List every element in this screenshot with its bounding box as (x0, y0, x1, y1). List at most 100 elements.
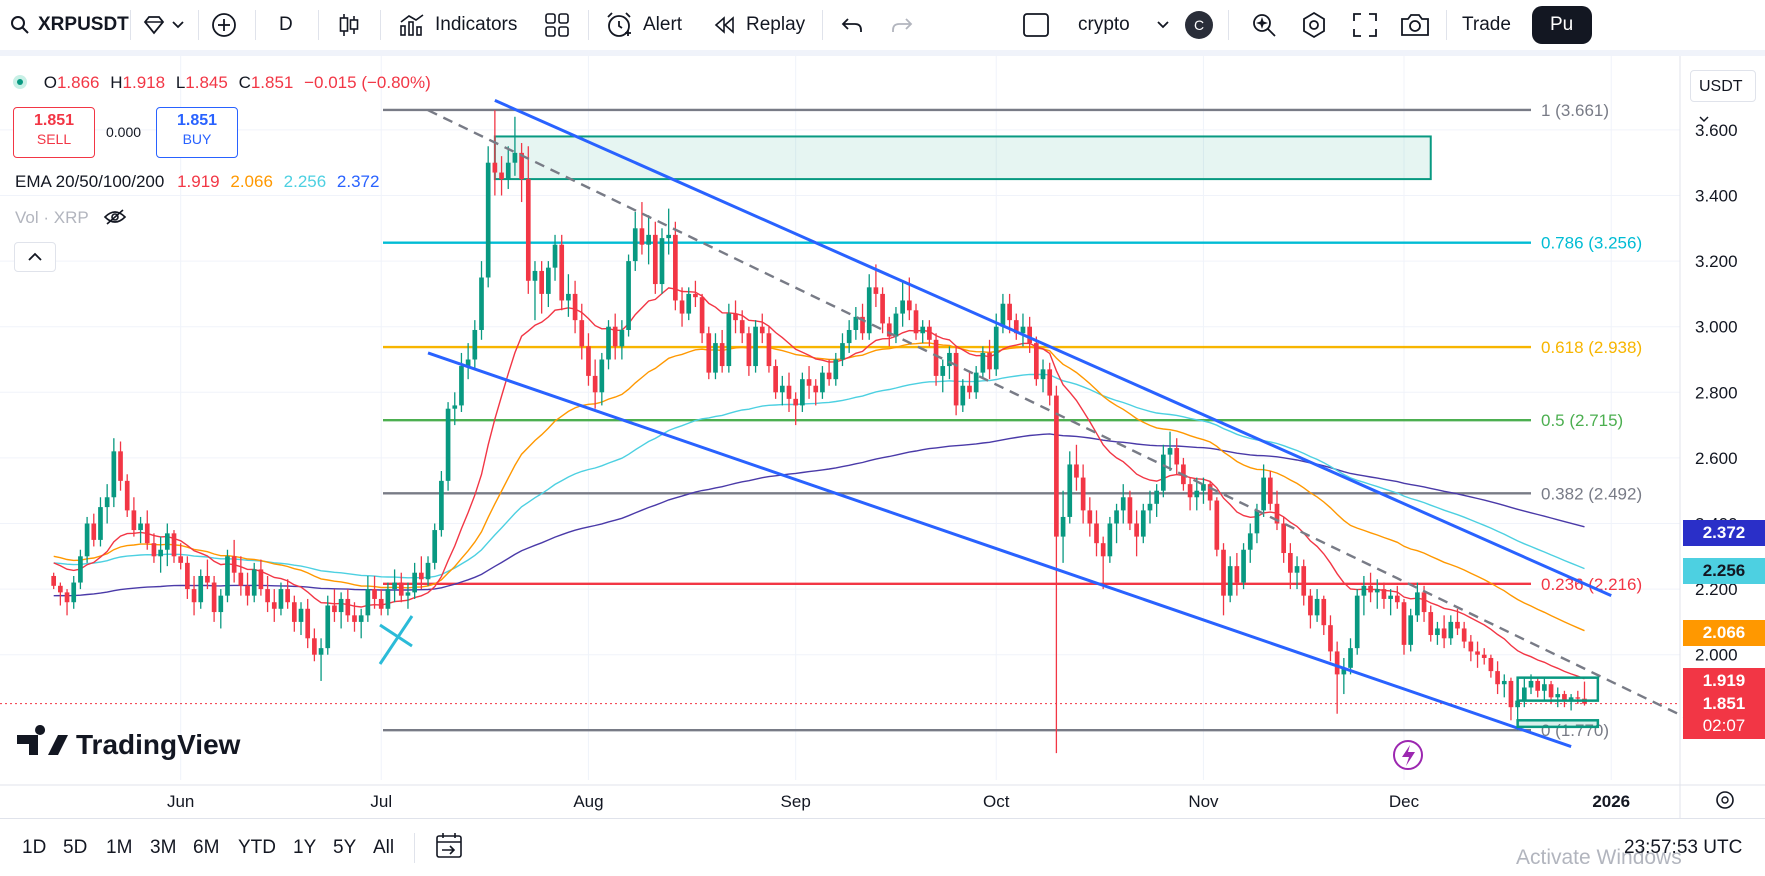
candle-body (225, 556, 230, 596)
candle-body (719, 343, 725, 367)
candle-body (1415, 592, 1420, 616)
sell-button[interactable]: 1.851 SELL (13, 107, 95, 158)
layout-toggle-button[interactable] (1022, 0, 1050, 50)
candle-body (960, 385, 966, 406)
candle-body (1448, 621, 1454, 639)
alert-button[interactable]: Alert (605, 0, 682, 50)
volume-legend[interactable]: Vol · XRP (15, 208, 127, 228)
candle-body (285, 589, 290, 603)
candle-body (659, 238, 665, 285)
range-button-6m[interactable]: 6M (193, 837, 220, 858)
alert-label: Alert (643, 14, 683, 35)
layout-name-button[interactable]: crypto (1078, 0, 1130, 50)
candle-body (64, 592, 70, 603)
candle-body (1000, 303, 1006, 327)
indicators-label: Indicators (435, 14, 518, 35)
buy-button[interactable]: 1.851 BUY (156, 107, 238, 158)
candle-body (947, 352, 952, 367)
candle-body (539, 270, 545, 294)
candle-body (733, 313, 738, 321)
candle-body (1481, 654, 1487, 658)
publish-button[interactable]: Pu (1532, 0, 1592, 50)
candle-body (1468, 641, 1474, 652)
tradingview-logo-icon (48, 735, 68, 755)
redo-button[interactable] (890, 0, 914, 50)
replay-button[interactable]: Replay (712, 0, 805, 50)
fullscreen-button[interactable] (1352, 0, 1378, 50)
candle-body (231, 556, 237, 573)
candle-body (485, 162, 491, 278)
eye-off-icon[interactable] (103, 208, 127, 227)
candle-body (546, 267, 551, 294)
candle-body (1521, 687, 1527, 701)
candle-body (806, 379, 812, 386)
range-button-1m[interactable]: 1M (106, 837, 133, 858)
interval-button[interactable]: D (279, 0, 293, 50)
undo-button[interactable] (840, 0, 864, 50)
candle-body (1267, 477, 1273, 504)
candle-body (1281, 523, 1287, 554)
ema-legend[interactable]: EMA 20/50/100/200 1.919 2.066 2.256 2.37… (15, 172, 379, 192)
quick-search-button[interactable] (1250, 0, 1278, 50)
range-button-5y[interactable]: 5Y (333, 837, 357, 858)
candle-body (1501, 680, 1507, 685)
indicators-button[interactable]: Indicators (399, 0, 517, 50)
clock[interactable]: 23:57:53 UTC (1624, 837, 1743, 858)
candle-body (1087, 510, 1093, 524)
replay-label: Replay (746, 14, 806, 35)
candle-body (980, 352, 986, 373)
layout-menu-button[interactable] (1157, 0, 1169, 50)
x-tick-label: Oct (983, 792, 1010, 811)
price-chart[interactable]: 1 (3.661) 0.786 (3.256) 0.618 (2.938) 0.5 (… (0, 56, 1765, 818)
diamond-icon (142, 15, 166, 35)
templates-button[interactable] (544, 0, 570, 50)
range-button-ytd[interactable]: YTD (238, 837, 276, 858)
trade-button[interactable]: Trade (1462, 0, 1511, 50)
snapshot-button[interactable] (1400, 0, 1430, 50)
add-symbol-button[interactable] (211, 0, 237, 50)
currency-label: USDT (1699, 78, 1743, 95)
range-button-1d[interactable]: 1D (22, 837, 47, 858)
range-button-1y[interactable]: 1Y (293, 837, 317, 858)
range-button-5d[interactable]: 5D (63, 837, 88, 858)
candle-body (927, 326, 932, 340)
grid (0, 56, 1680, 780)
chart-type-button[interactable] (337, 0, 361, 50)
collapse-legend-button[interactable] (14, 242, 56, 272)
open-label: O (43, 73, 57, 92)
candle-body (552, 244, 558, 268)
candle-body (312, 638, 317, 655)
candle-body (305, 608, 311, 639)
candle-body (619, 329, 625, 347)
symbol-search[interactable]: XRPUSDT (10, 0, 129, 50)
compare-symbols-button[interactable] (142, 0, 184, 50)
candle-body (392, 582, 397, 590)
candle-body (205, 575, 210, 583)
close-value: 1.851 (250, 73, 294, 92)
candle-body (1234, 566, 1240, 583)
divider (1228, 10, 1229, 40)
candle-body (198, 575, 204, 603)
avatar[interactable]: C (1185, 0, 1213, 50)
currency-selector[interactable]: USDT (1690, 70, 1756, 123)
range-button-all[interactable]: All (373, 837, 395, 858)
candle-body (1120, 497, 1126, 511)
y-tick-label: 2.000 (1695, 646, 1738, 665)
publish-label: Pu (1532, 6, 1592, 44)
gear-icon (1716, 791, 1734, 809)
candle-body (164, 533, 170, 550)
change-value: −0.015 (−0.80%) (304, 73, 431, 92)
go-to-date-button[interactable] (434, 831, 464, 866)
range-button-3m[interactable]: 3M (150, 837, 177, 858)
gear-icon (1721, 796, 1729, 804)
settings-button[interactable] (1300, 0, 1328, 50)
y-tick-label: 3.200 (1695, 252, 1738, 271)
candle-body (425, 562, 431, 580)
candle-body (1261, 477, 1266, 511)
candle-body (332, 605, 337, 613)
x-tick-label: Aug (573, 792, 603, 811)
fib-level-label: 1 (3.661) (1541, 101, 1609, 120)
candle-body (258, 569, 264, 590)
layout-name: crypto (1078, 14, 1130, 35)
candle-body (933, 339, 939, 376)
